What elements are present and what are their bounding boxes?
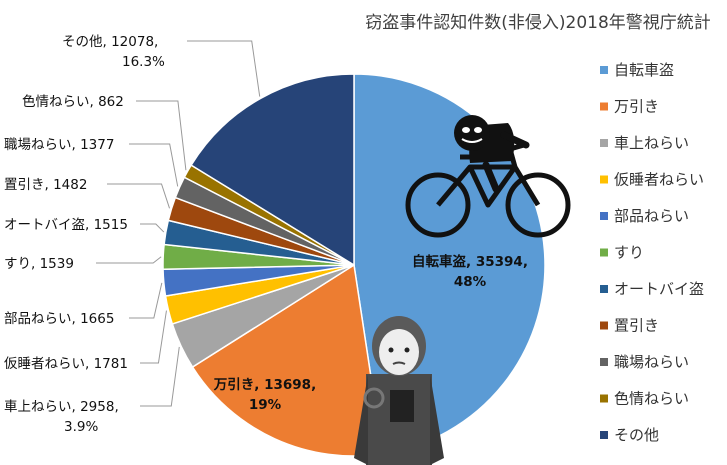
legend-swatch-0 (600, 66, 608, 74)
legend-swatch-9 (600, 394, 608, 403)
legend-swatch-8 (600, 358, 608, 366)
data-label-4: 部品ねらい, 1665 (4, 311, 114, 327)
legend-entry-1: 万引き (614, 98, 659, 116)
legend-entry-0: 自転車盗 (614, 61, 674, 79)
leader-line-7 (107, 183, 170, 209)
legend-entry-7: 置引き (614, 317, 659, 335)
data-label-8: 職場ねらい, 1377 (4, 137, 114, 153)
data-label-2: 車上ねらい, 2958, (4, 399, 119, 415)
pct-label-0: 48% (454, 274, 487, 290)
chart-title: 窃盗事件認知件数(非侵入)2018年警視庁統計 (365, 13, 711, 33)
leader-line-8 (129, 143, 179, 187)
legend-swatch-7 (600, 321, 608, 330)
legend-swatch-2 (600, 139, 608, 147)
leader-line-9 (136, 100, 187, 171)
legend-swatch-3 (600, 175, 608, 184)
data-labels: 自転車盗, 35394, 48% 万引き, 13698, 19% 車上ねらい, 2958… (4, 34, 528, 435)
legend-swatch-6 (600, 285, 608, 293)
slice-10 (190, 73, 355, 267)
data-label-6: オートバイ盗, 1515 (4, 217, 128, 233)
legend-entry-2: 車上ねらい (614, 134, 689, 152)
shoplifter-illustration (354, 316, 444, 465)
pct-label-2: 3.9% (64, 419, 98, 435)
legend-entry-8: 職場ねらい (614, 353, 689, 371)
data-label-1: 万引き, 13698, (213, 377, 316, 393)
data-label-7: 置引き, 1482 (4, 177, 87, 193)
data-label-9: 色情ねらい, 862 (22, 93, 124, 110)
pct-label-1: 19% (249, 397, 282, 413)
leader-lines (96, 40, 261, 407)
legend-swatch-1 (600, 102, 608, 111)
leader-line-3 (140, 310, 167, 364)
legend-entry-4: 部品ねらい (614, 207, 689, 225)
bicycle-thief-illustration (405, 115, 571, 238)
chart-legend: 自転車盗万引き車上ねらい仮睡者ねらい部品ねらいすりオートバイ盗置引き職場ねらい色… (600, 61, 704, 444)
data-label-10: その他, 12078, (62, 34, 158, 50)
legend-entry-6: オートバイ盗 (614, 280, 704, 298)
legend-swatch-10 (600, 431, 608, 439)
data-label-5: すり, 1539 (4, 256, 74, 272)
leader-line-4 (129, 282, 163, 319)
data-label-0: 自転車盗, 35394, (412, 253, 528, 270)
leader-line-6 (140, 223, 165, 233)
illustrations (354, 115, 571, 465)
legend-entry-9: 色情ねらい (614, 390, 689, 408)
legend-entry-10: その他 (614, 426, 659, 444)
legend-entry-3: 仮睡者ねらい (614, 171, 704, 189)
legend-swatch-4 (600, 212, 608, 220)
legend-entry-5: すり (614, 244, 644, 262)
leader-line-2 (140, 346, 180, 407)
legend-swatch-5 (600, 248, 608, 257)
leader-line-5 (96, 256, 162, 264)
data-label-3: 仮睡者ねらい, 1781 (4, 356, 128, 372)
pct-label-10: 16.3% (122, 54, 165, 70)
leader-line-10 (187, 40, 261, 97)
